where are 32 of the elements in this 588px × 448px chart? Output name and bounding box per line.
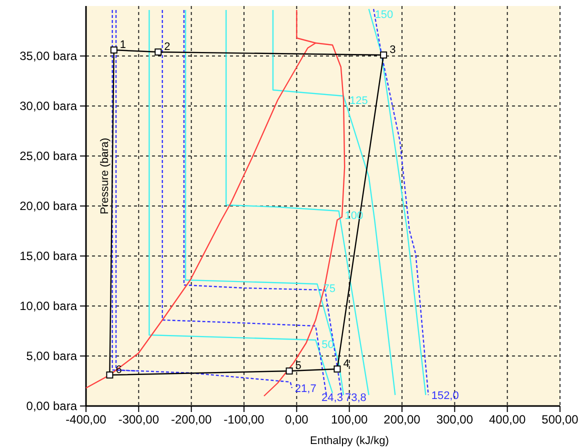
y-tick-label: 30,00 bara bbox=[20, 98, 78, 113]
y-tick-label: 20,00 bara bbox=[20, 198, 78, 213]
series-label: 3 bbox=[390, 44, 396, 56]
x-tick-label: 100,00 bbox=[330, 412, 368, 427]
series-label: 152,0 bbox=[431, 390, 459, 402]
x-tick-label: 300,00 bbox=[436, 412, 474, 427]
x-axis-title: Enthalpy (kJ/kg) bbox=[310, 435, 389, 447]
x-tick-label: 0,00 bbox=[284, 412, 309, 427]
x-tick-label: 400,00 bbox=[488, 412, 526, 427]
x-tick-label: -400,00 bbox=[66, 412, 107, 427]
y-tick-label: 15,00 bara bbox=[20, 248, 78, 263]
series-label: 4 bbox=[343, 358, 350, 370]
y-tick-label: 10,00 bara bbox=[20, 298, 78, 313]
y-tick-label: 25,00 bara bbox=[20, 148, 78, 163]
y-axis-title: Pressure (bara) bbox=[99, 138, 111, 214]
series-label: 21,7 bbox=[294, 382, 316, 395]
series-label: 24,3 bbox=[322, 392, 343, 404]
series-label: 150 bbox=[374, 8, 394, 21]
series-label: 50 bbox=[322, 338, 334, 351]
series-label: 5 bbox=[295, 360, 302, 372]
x-tick-label: -200,00 bbox=[170, 412, 212, 427]
x-tick-label: 200,00 bbox=[384, 412, 421, 427]
x-tick-label: -300,00 bbox=[118, 412, 160, 427]
y-tick-label: 5,00 bara bbox=[26, 348, 78, 363]
series-label: 2 bbox=[164, 40, 170, 53]
y-tick-label: 35,00 bara bbox=[20, 48, 78, 63]
y-tick-label: 0,00 bara bbox=[26, 398, 78, 413]
series-label: 1 bbox=[120, 38, 126, 51]
series-label: 73,8 bbox=[344, 392, 366, 404]
series-label: 125 bbox=[350, 94, 368, 107]
x-tick-label: -100,00 bbox=[224, 412, 265, 427]
x-tick-label: 500,00 bbox=[542, 412, 579, 427]
